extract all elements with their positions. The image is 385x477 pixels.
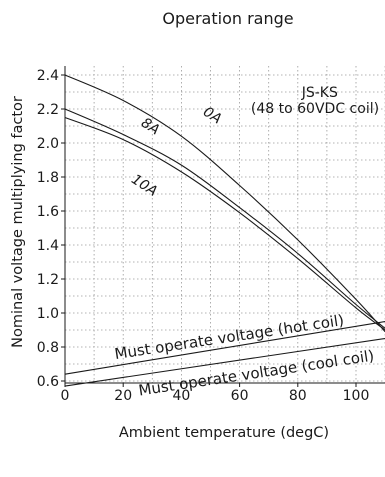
series-line-must-operate-hot-coil xyxy=(64,320,385,375)
axes: 0.6 0.8 1.0 1.2 1.4 1.6 1.8 2.0 2.2 2.4 0 20 40 60 80 1… xyxy=(37,66,385,404)
series-line-0A xyxy=(64,74,385,333)
y-tick-label: 1.4 xyxy=(37,238,59,254)
x-tick-label: 80 xyxy=(289,388,307,404)
annotation-line-2: (48 to 60VDC coil) xyxy=(251,101,379,117)
series-line-8A xyxy=(64,108,385,329)
y-tick-label: 1.8 xyxy=(37,170,59,186)
y-tick-label: 1.2 xyxy=(37,272,59,288)
y-axis-title: Nominal voltage multiplying factor xyxy=(10,96,26,348)
series-line-10A xyxy=(64,116,385,331)
x-tick-label: 60 xyxy=(231,388,249,404)
x-tick-label: 0 xyxy=(61,388,70,404)
series-label-8A: 8A xyxy=(138,115,162,138)
y-tick-label: 1.0 xyxy=(37,306,59,322)
chart-title: Operation range xyxy=(162,9,293,28)
y-tick-label: 2.4 xyxy=(37,68,59,84)
y-tick-label: 0.8 xyxy=(37,340,59,356)
series-label-10A: 10A xyxy=(128,171,160,199)
y-tick-label: 2.2 xyxy=(37,102,59,118)
series-label-0A: 0A xyxy=(200,104,224,127)
x-tick-label: 40 xyxy=(172,388,190,404)
coil-annotation: JS-KS (48 to 60VDC coil) xyxy=(251,85,379,117)
series-line-must-operate-cool-coil xyxy=(64,337,385,387)
y-tick-label: 1.6 xyxy=(37,204,59,220)
x-tick-label: 100 xyxy=(343,388,370,404)
annotation-line-1: JS-KS xyxy=(301,85,338,101)
x-axis-title: Ambient temperature (degC) xyxy=(119,425,329,441)
y-tick-label: 2.0 xyxy=(37,136,59,152)
y-tick-label: 0.6 xyxy=(37,374,59,390)
grid-lines xyxy=(65,66,385,383)
series-lines xyxy=(64,74,385,387)
x-tick-label: 20 xyxy=(114,388,132,404)
